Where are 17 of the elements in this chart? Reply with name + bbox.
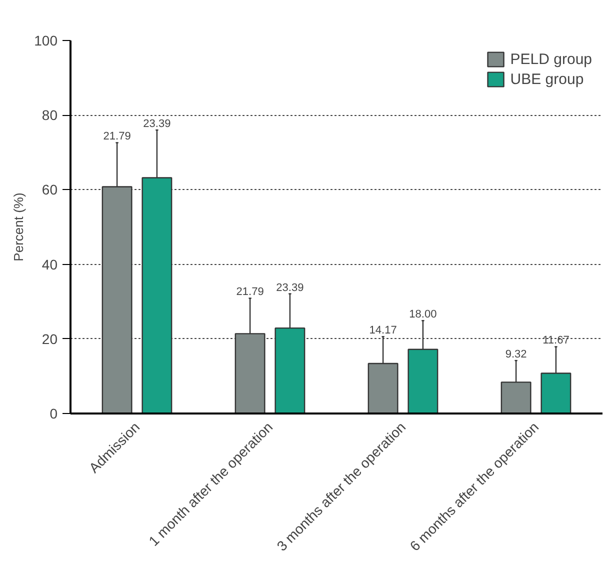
y-tick-label: 60	[42, 182, 58, 198]
y-tick-label: 20	[42, 330, 58, 347]
annotation: 14.17	[369, 324, 397, 337]
annotation: 23.39	[143, 118, 171, 130]
annotation: 23.39	[276, 282, 304, 294]
legend-label: PELD group	[510, 50, 592, 68]
y-tick-label: 0	[50, 406, 58, 422]
annotation: 18.00	[409, 308, 437, 321]
legend-label: UBE group	[510, 70, 584, 88]
y-tick-label: 40	[42, 256, 58, 272]
annotation: 9.32	[505, 348, 527, 361]
annotation: 21.79	[103, 130, 131, 143]
annotation: 11.67	[542, 334, 570, 347]
annotation: 21.79	[236, 286, 264, 298]
y-axis-title: Percent (%)	[11, 192, 26, 262]
y-tick-label: 100	[34, 32, 58, 48]
y-tick-label: 80	[42, 107, 58, 124]
